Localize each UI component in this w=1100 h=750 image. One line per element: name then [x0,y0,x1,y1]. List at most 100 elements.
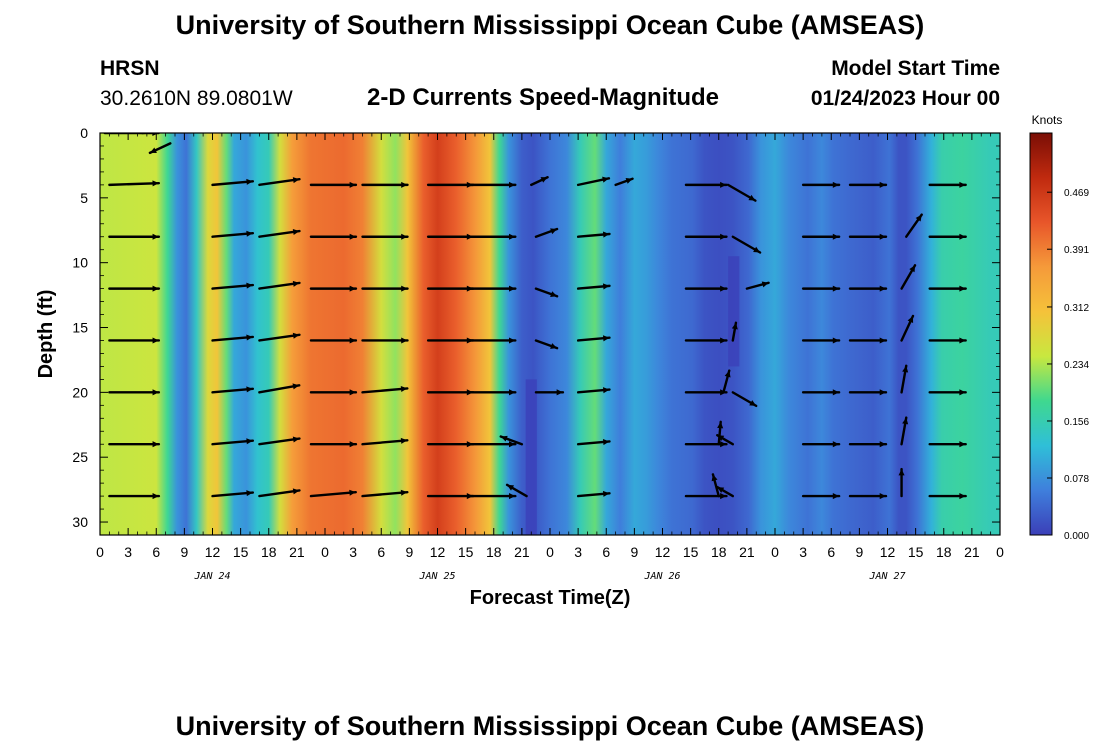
y-tick-label: 5 [80,190,88,206]
colorbar-tick-label: 0.000 [1064,531,1089,542]
current-vector-36 [309,285,358,292]
current-vector-17 [928,181,967,188]
current-vector-103 [576,490,611,498]
current-vector-96 [211,490,255,498]
footer-title: University of Southern Mississippi Ocean… [175,711,925,741]
current-vector-98 [309,489,357,498]
y-tick-label: 0 [80,125,88,141]
x-tick-label: 0 [96,544,104,560]
current-vector-33 [108,285,161,292]
colorbar-tick-label: 0.078 [1064,474,1089,485]
current-vector-37 [361,285,409,292]
current-vector-22 [361,233,409,240]
current-vector-32 [928,233,967,240]
current-vector-18 [108,233,161,240]
colorbar-tick-label: 0.234 [1064,360,1089,371]
current-vector-94 [928,441,967,448]
axis-tick-layer [99,132,1001,536]
slow-patch-0 [525,379,537,535]
x-tick-label: 9 [405,544,413,560]
current-vector-19 [211,230,255,238]
current-vector-44 [801,285,841,292]
x-tick-label: 12 [655,544,671,560]
current-vector-0 [103,133,160,137]
current-vector-21 [309,233,358,240]
x-tick-label: 21 [514,544,530,560]
colorbar-tick-label: 0.156 [1064,417,1089,428]
current-vector-85 [469,441,517,448]
current-vector-81 [258,436,301,446]
current-vector-13 [684,181,728,188]
x-tick-label: 18 [936,544,952,560]
current-vector-90 [716,434,735,446]
page-title: University of Southern Mississippi Ocean… [175,10,925,40]
current-vector-3 [108,180,161,187]
current-vector-66 [309,389,358,396]
current-vector-25 [534,227,559,238]
current-vector-24 [469,233,517,240]
x-tick-label: 0 [546,544,554,560]
current-vector-101 [469,493,517,500]
current-vector-77 [900,364,909,394]
x-tick-label: 6 [152,544,160,560]
current-vector-52 [361,337,409,344]
current-vector-20 [258,228,301,238]
x-tick-label: 21 [964,544,980,560]
current-vector-4 [211,178,255,187]
current-vector-29 [801,233,841,240]
y-tick-label: 30 [72,514,88,530]
x-tick-label: 3 [574,544,582,560]
current-vector-40 [534,287,559,298]
x-tick-label: 9 [855,544,863,560]
x-tick-label: 15 [683,544,699,560]
x-tick-label: 6 [827,544,835,560]
current-vector-34 [211,282,255,290]
current-vector-43 [745,281,770,290]
current-vector-83 [361,437,409,446]
current-vector-79 [108,441,161,448]
current-vector-49 [211,334,255,342]
current-vector-89 [717,420,724,446]
current-vector-63 [108,389,161,396]
x-tick-label: 0 [996,544,1004,560]
current-vector-61 [900,314,915,342]
current-vector-46 [900,264,917,290]
date-label-1: JAN 25 [418,571,455,582]
current-vector-69 [469,389,517,396]
current-vector-42 [684,285,728,292]
current-vector-67 [361,385,409,394]
current-vector-layer [103,133,967,500]
x-tick-label: 15 [233,544,249,560]
x-axis-title: Forecast Time(Z) [470,587,631,609]
current-vector-80 [211,438,255,446]
colorbar-unit: Knots [1032,113,1063,127]
current-vector-106 [716,485,735,498]
date-label-3: JAN 27 [868,571,905,582]
current-vector-108 [848,493,888,500]
x-tick-label: 3 [799,544,807,560]
x-tick-label: 0 [321,544,329,560]
current-vector-45 [848,285,888,292]
current-vector-110 [928,493,967,500]
x-tick-label: 18 [261,544,277,560]
date-label-2: JAN 26 [643,571,680,582]
current-vector-57 [684,337,728,344]
current-vector-86 [499,435,524,446]
current-vector-48 [108,337,161,344]
current-vector-51 [309,337,358,344]
x-tick-label: 6 [377,544,385,560]
current-vector-78 [928,389,967,396]
current-vector-93 [900,416,909,446]
current-vector-7 [361,181,409,188]
x-tick-label: 9 [180,544,188,560]
current-vector-107 [801,493,841,500]
current-vector-26 [576,231,611,238]
current-vector-31 [905,213,923,238]
current-vector-2 [148,142,172,155]
current-vector-102 [505,483,528,498]
model-start-value: 01/24/2023 Hour 00 [810,87,1000,110]
current-vector-35 [258,280,301,290]
current-vector-9 [469,181,517,188]
model-start-label: Model Start Time [831,57,1000,80]
